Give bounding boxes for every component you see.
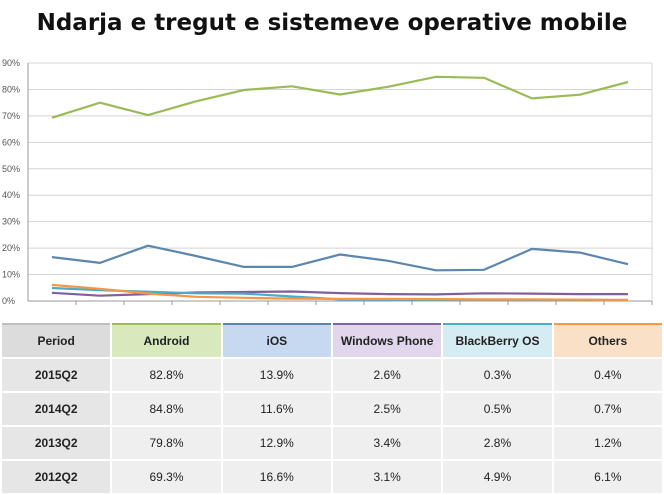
- cell-blackberry-os: 0.3%: [443, 359, 552, 391]
- y-tick-label: 20%: [2, 243, 20, 253]
- series-line-0: [51, 75, 629, 119]
- y-axis-ticks: 0% 10% 20% 30% 40% 50% 60% 70% 80% 90%: [2, 58, 20, 306]
- cell-ios: 12.9%: [222, 427, 331, 459]
- cell-others: 0.7%: [553, 393, 662, 425]
- market-share-table: Period Android iOS Windows Phone BlackBe…: [0, 321, 664, 495]
- y-tick-label: 10%: [2, 270, 20, 280]
- cell-others: 0.4%: [553, 359, 662, 391]
- cell-android: 79.8%: [112, 427, 221, 459]
- table-row: 2013Q2 79.8% 12.9% 3.4% 2.8% 1.2%: [2, 427, 662, 459]
- cell-others: 1.2%: [553, 427, 662, 459]
- cell-android: 69.3%: [112, 461, 221, 493]
- cell-android: 84.8%: [112, 393, 221, 425]
- y-tick-label: 80%: [2, 84, 20, 94]
- line-chart: 0% 10% 20% 30% 40% 50% 60% 70% 80% 90%: [2, 58, 653, 306]
- cell-windows-phone: 2.5%: [332, 393, 442, 425]
- header-blackberry-os: BlackBerry OS: [443, 323, 552, 357]
- y-tick-label: 70%: [2, 111, 20, 121]
- x-axis-ticks: [75, 301, 653, 305]
- row-period: 2015Q2: [2, 359, 111, 391]
- cell-windows-phone: 2.6%: [332, 359, 442, 391]
- header-others: Others: [553, 323, 662, 357]
- y-tick-label: 40%: [2, 190, 20, 200]
- y-tick-label: 60%: [2, 137, 20, 147]
- y-tick-label: 0%: [2, 296, 15, 306]
- y-tick-label: 90%: [2, 58, 20, 68]
- y-tick-label: 30%: [2, 217, 20, 227]
- table-row: 2012Q2 69.3% 16.6% 3.1% 4.9% 6.1%: [2, 461, 662, 493]
- row-period: 2014Q2: [2, 393, 111, 425]
- cell-others: 6.1%: [553, 461, 662, 493]
- series-line-1: [51, 244, 629, 272]
- cell-windows-phone: 3.4%: [332, 427, 442, 459]
- header-ios: iOS: [222, 323, 331, 357]
- series-lines: [51, 75, 629, 302]
- cell-ios: 11.6%: [222, 393, 331, 425]
- row-period: 2013Q2: [2, 427, 111, 459]
- cell-blackberry-os: 2.8%: [443, 427, 552, 459]
- table-row: 2014Q2 84.8% 11.6% 2.5% 0.5% 0.7%: [2, 393, 662, 425]
- header-windows-phone: Windows Phone: [332, 323, 442, 357]
- cell-blackberry-os: 4.9%: [443, 461, 552, 493]
- chart-title: Ndarja e tregut e sistemeve operative mo…: [36, 10, 628, 36]
- y-tick-label: 50%: [2, 164, 20, 174]
- grid-lines: [27, 62, 653, 302]
- series-line-4: [51, 283, 629, 301]
- cell-ios: 16.6%: [222, 461, 331, 493]
- row-period: 2012Q2: [2, 461, 111, 493]
- header-android: Android: [112, 323, 221, 357]
- header-period: Period: [2, 323, 111, 357]
- cell-android: 82.8%: [112, 359, 221, 391]
- cell-windows-phone: 3.1%: [332, 461, 442, 493]
- table-header-row: Period Android iOS Windows Phone BlackBe…: [2, 323, 662, 357]
- cell-blackberry-os: 0.5%: [443, 393, 552, 425]
- table-row: 2015Q2 82.8% 13.9% 2.6% 0.3% 0.4%: [2, 359, 662, 391]
- cell-ios: 13.9%: [222, 359, 331, 391]
